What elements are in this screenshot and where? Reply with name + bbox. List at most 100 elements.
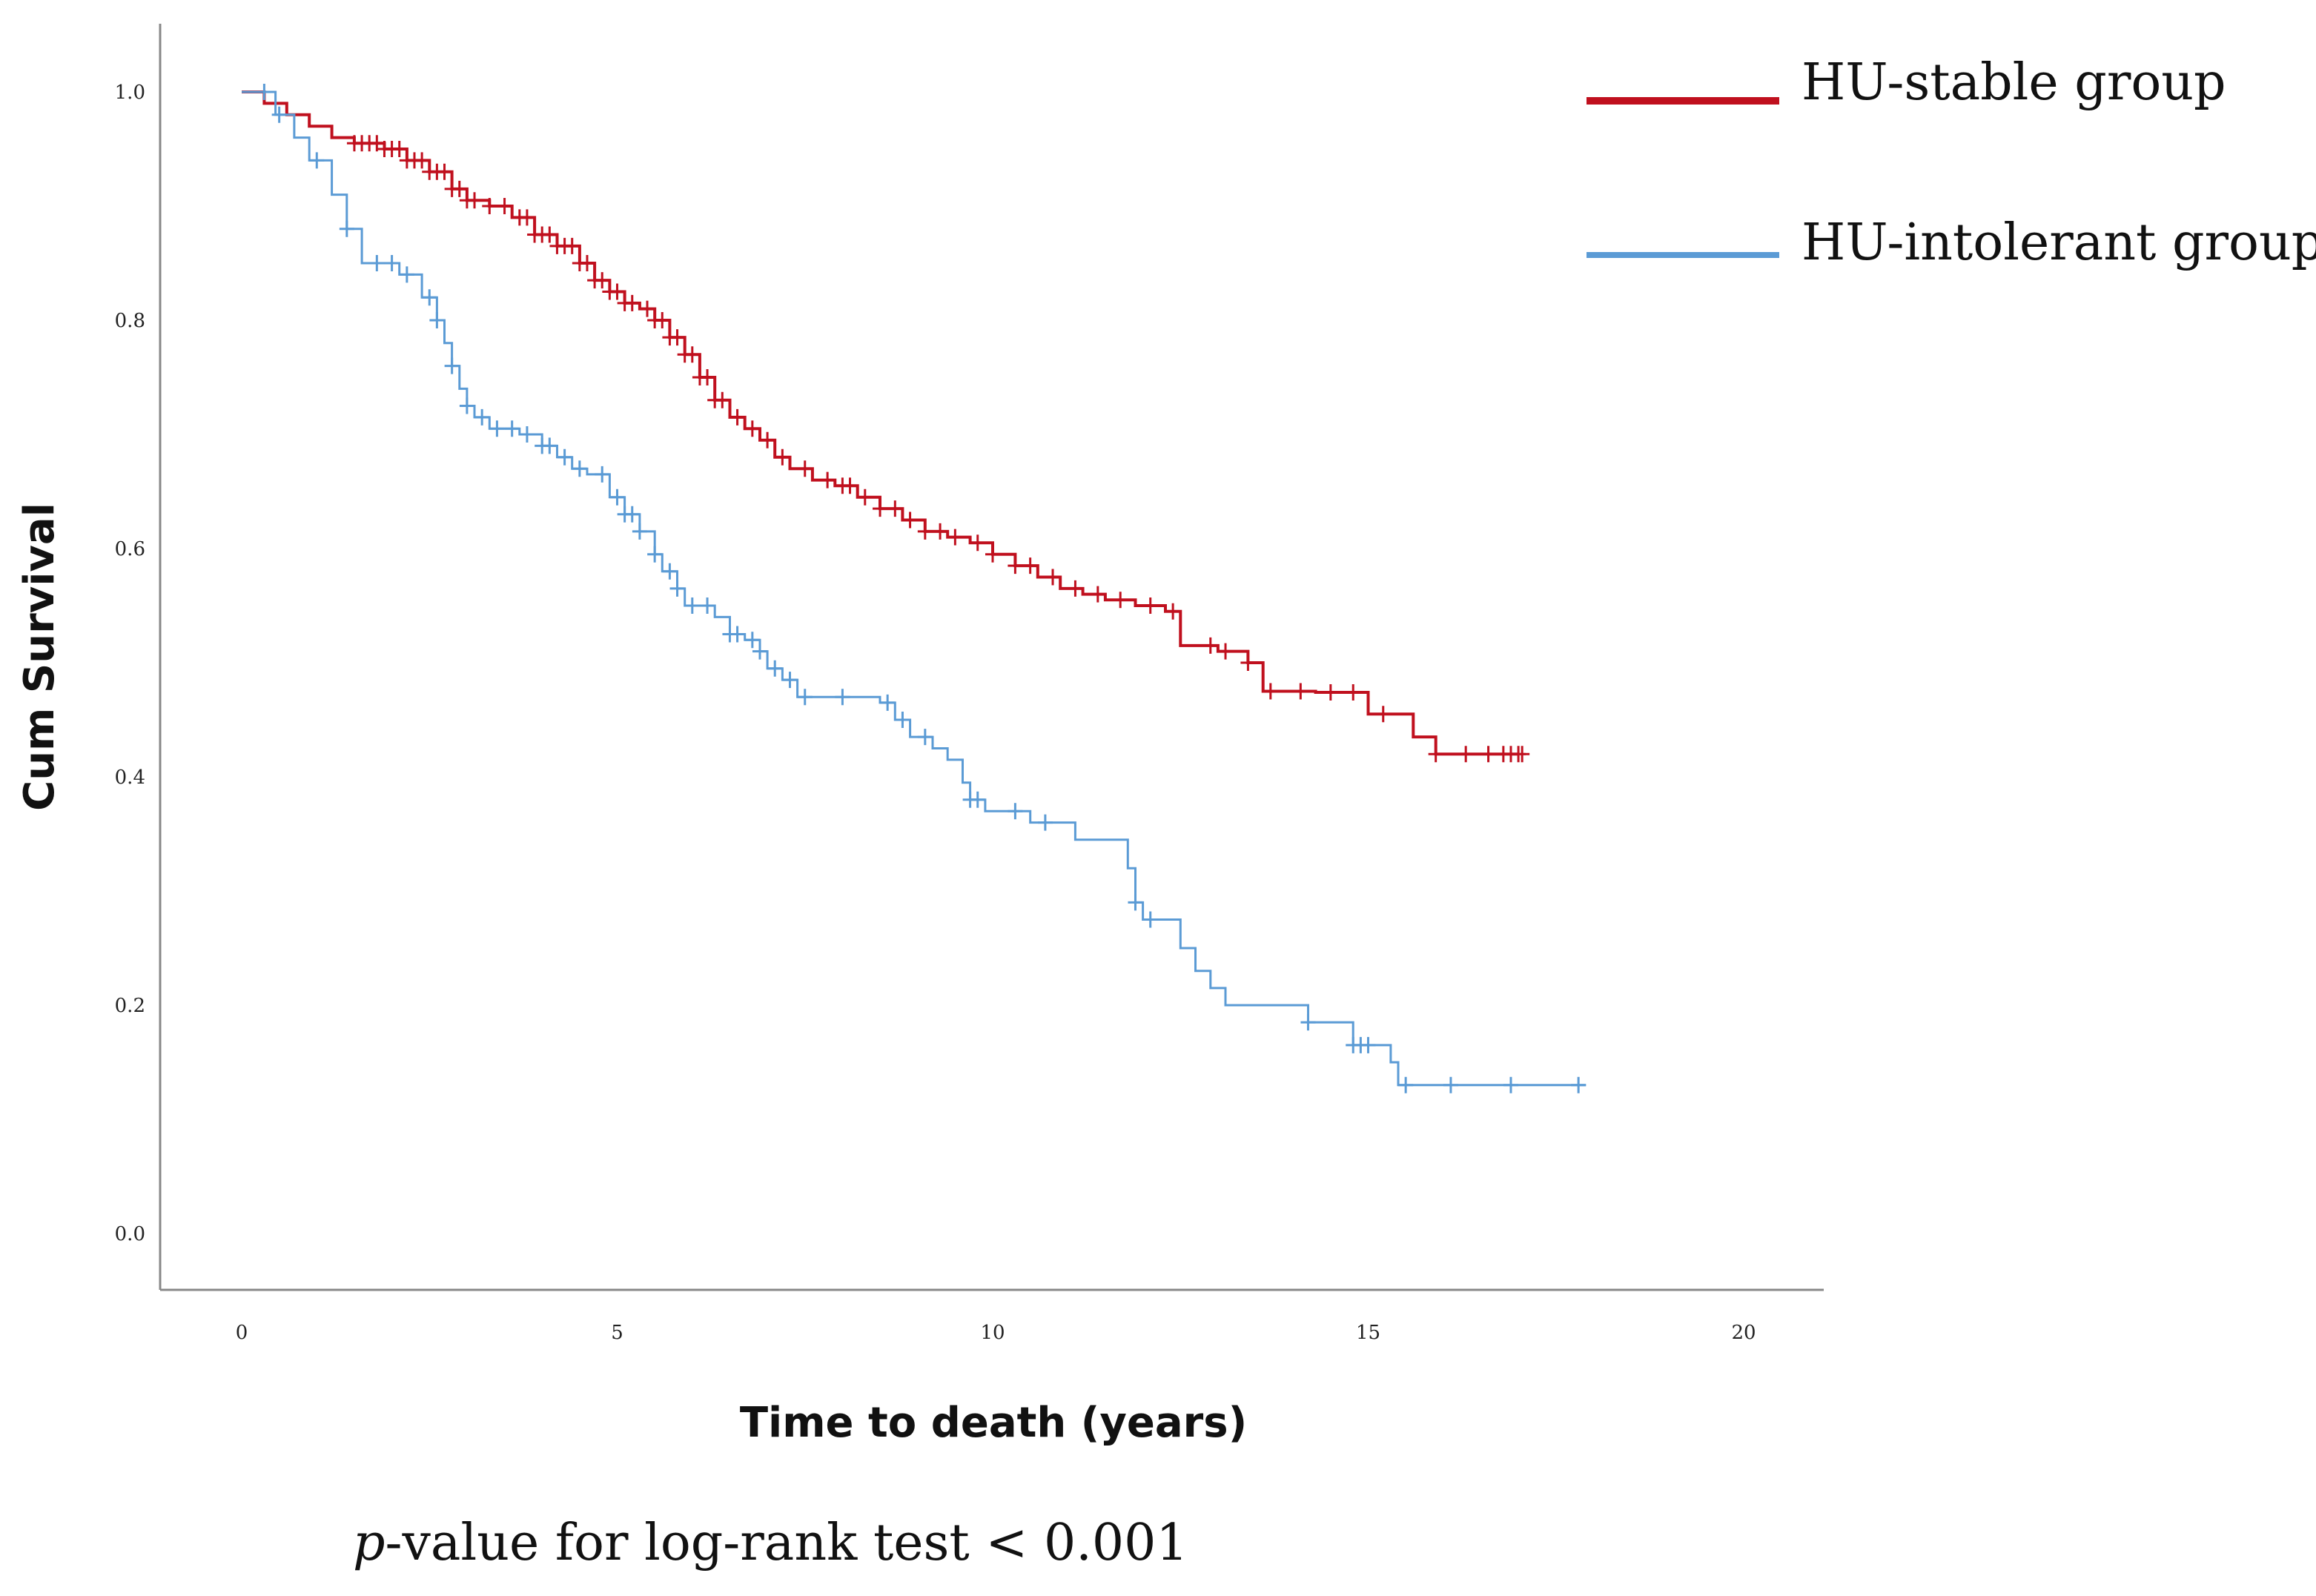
censor-mark bbox=[744, 632, 760, 649]
censor-mark bbox=[1008, 557, 1023, 575]
y-tick-label: 0.4 bbox=[115, 766, 145, 789]
censor-mark bbox=[1300, 1014, 1316, 1031]
censor-mark bbox=[873, 500, 888, 517]
censor-mark bbox=[1037, 814, 1053, 831]
survival-curve-1 bbox=[242, 90, 1587, 1087]
censor-mark bbox=[775, 448, 790, 466]
censor-mark bbox=[744, 420, 760, 437]
censor-mark bbox=[1240, 655, 1256, 671]
censor-mark bbox=[1263, 683, 1278, 700]
censor-mark bbox=[1128, 894, 1143, 911]
censor-mark bbox=[820, 471, 836, 489]
censor-mark bbox=[1398, 1076, 1414, 1093]
censor-mark bbox=[444, 357, 460, 374]
censor-mark bbox=[1428, 746, 1443, 763]
legend: HU-stable group HU-intolerant group bbox=[1587, 53, 2316, 272]
censor-mark bbox=[369, 255, 385, 271]
censor-mark bbox=[767, 660, 783, 677]
censor-mark bbox=[640, 300, 655, 317]
censor-mark bbox=[782, 672, 798, 689]
censor-mark bbox=[1571, 1076, 1587, 1093]
censor-mark bbox=[542, 437, 558, 454]
censor-mark bbox=[647, 546, 663, 563]
censor-mark bbox=[1443, 1076, 1458, 1093]
censor-mark bbox=[715, 391, 730, 408]
censor-mark bbox=[1090, 586, 1105, 603]
censor-mark bbox=[729, 408, 745, 426]
censor-mark bbox=[917, 523, 933, 540]
legend-label-hu-intolerant: HU-intolerant group bbox=[1801, 213, 2316, 272]
y-tick-label: 0.8 bbox=[115, 310, 145, 332]
x-tick-label: 20 bbox=[1731, 1322, 1756, 1344]
censor-mark bbox=[609, 283, 625, 300]
censor-mark bbox=[557, 448, 572, 466]
axes bbox=[159, 24, 1824, 1291]
censor-mark bbox=[429, 312, 445, 328]
censor-mark bbox=[579, 255, 595, 271]
censor-mark bbox=[917, 729, 933, 746]
series-layer bbox=[242, 84, 1587, 1093]
censor-mark bbox=[595, 466, 610, 483]
censor-mark bbox=[1165, 603, 1181, 620]
censor-mark bbox=[422, 289, 437, 306]
censor-mark bbox=[669, 329, 685, 346]
censor-mark bbox=[902, 511, 918, 529]
censor-mark bbox=[564, 237, 580, 254]
censor-mark bbox=[1375, 706, 1391, 723]
censor-mark bbox=[572, 460, 587, 477]
censor-mark bbox=[970, 534, 985, 552]
censor-mark bbox=[257, 84, 272, 100]
x-axis-title: Time to death (years) bbox=[740, 1399, 1247, 1447]
censor-mark bbox=[684, 597, 700, 614]
censor-mark bbox=[1022, 557, 1038, 575]
censor-mark bbox=[1142, 597, 1158, 614]
y-tick-label: 0.0 bbox=[115, 1223, 145, 1245]
censor-mark bbox=[662, 563, 678, 580]
censor-mark bbox=[895, 712, 910, 728]
survival-curve-0 bbox=[242, 90, 1519, 756]
censor-mark bbox=[451, 180, 467, 197]
censor-mark bbox=[504, 420, 520, 437]
series-1 bbox=[242, 84, 1587, 1093]
censor-mark bbox=[1503, 1076, 1518, 1093]
censor-mark bbox=[519, 426, 535, 443]
x-tick-label: 15 bbox=[1356, 1322, 1380, 1344]
censor-mark bbox=[684, 346, 700, 363]
censor-mark bbox=[1008, 803, 1023, 820]
censor-mark bbox=[414, 152, 430, 169]
censor-mark bbox=[519, 209, 535, 226]
censor-mark bbox=[339, 220, 354, 237]
censor-mark bbox=[700, 369, 715, 385]
p-value-rest: -value for log-rank test < 0.001 bbox=[385, 1514, 1188, 1572]
x-tick-label: 5 bbox=[611, 1322, 623, 1344]
censor-mark bbox=[595, 272, 610, 289]
censor-mark bbox=[474, 408, 490, 426]
censor-mark bbox=[880, 694, 896, 711]
censor-mark bbox=[467, 192, 483, 209]
censor-mark bbox=[1293, 683, 1308, 700]
censor-mark bbox=[1458, 746, 1474, 763]
y-tick-label: 0.6 bbox=[115, 538, 145, 560]
censor-mark bbox=[700, 597, 715, 614]
censor-mark bbox=[797, 689, 813, 706]
censor-mark bbox=[1218, 643, 1234, 660]
y-tick-label: 1.0 bbox=[115, 82, 145, 104]
censor-mark bbox=[271, 106, 287, 123]
censor-mark bbox=[497, 198, 512, 214]
censor-mark bbox=[1068, 580, 1083, 597]
y-axis-title: Cum Survival bbox=[16, 503, 64, 811]
censor-mark bbox=[482, 198, 497, 214]
p-value-annotation: p-value for log-rank test < 0.001 bbox=[353, 1518, 1188, 1569]
censor-mark bbox=[887, 500, 903, 517]
censor-mark bbox=[1202, 637, 1218, 654]
censor-mark bbox=[1346, 684, 1361, 701]
censor-mark bbox=[760, 431, 775, 448]
censor-mark bbox=[669, 580, 685, 597]
x-ticks: 0 5 10 15 20 bbox=[236, 1322, 1756, 1344]
censor-mark bbox=[624, 294, 640, 311]
censor-mark bbox=[489, 420, 505, 437]
censor-mark bbox=[399, 266, 414, 283]
censor-mark bbox=[1113, 592, 1128, 609]
y-ticks: 0.0 0.2 0.4 0.6 0.8 1.0 bbox=[115, 82, 145, 1245]
